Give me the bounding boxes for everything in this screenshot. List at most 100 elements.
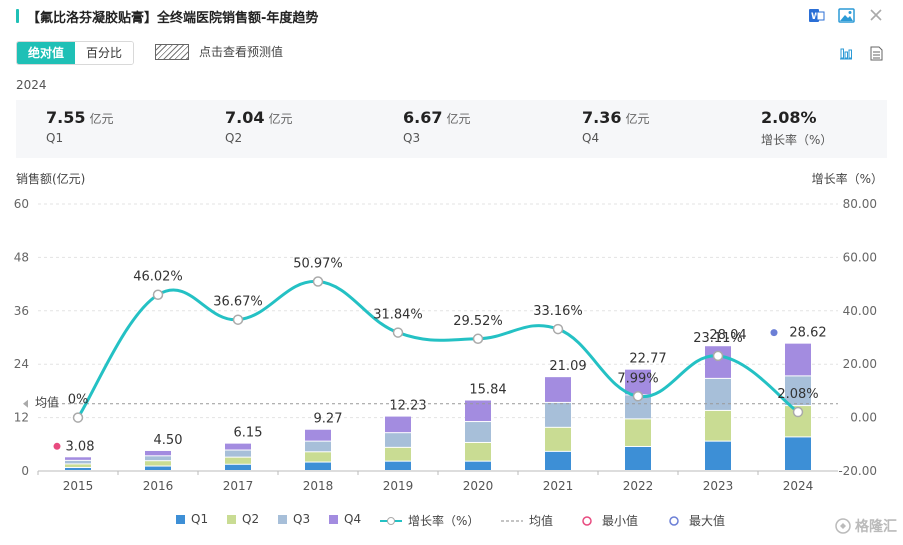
legend-swatch: [176, 514, 185, 524]
image-export-icon[interactable]: [837, 6, 855, 24]
chart-plot: 0 12 24 36 48 60 -20.00 0.00 20.00 40.00 60.00 80.0…: [14, 197, 877, 493]
summary-label: Q2: [225, 131, 243, 145]
legend-label: Q2: [242, 512, 260, 526]
bar-segment-q3: [545, 402, 571, 427]
forecast-label: 点击查看预测值: [199, 45, 284, 59]
y-tick-label: 48: [14, 250, 29, 264]
legend-label: 均值: [529, 514, 554, 528]
bar-total-label: 28.04: [709, 328, 746, 343]
growth-rate-point: [312, 276, 324, 287]
bar-segment-q3: [145, 456, 171, 461]
summary-card-q3: 6.67 亿元 Q3: [403, 108, 471, 145]
growth-rate-label: 46.02%: [133, 270, 183, 285]
bar-segment-q2: [225, 457, 251, 464]
header-icons: W: [807, 6, 885, 24]
bar-segment-q3: [225, 450, 251, 457]
min-marker: [53, 442, 61, 450]
summary-value: 6.67: [403, 108, 443, 127]
word-export-icon[interactable]: W: [807, 6, 825, 24]
legend-swatch: [278, 514, 287, 524]
legend-max-swatch: [669, 515, 679, 526]
legend-item-growth[interactable]: 增长率（%）: [380, 512, 479, 529]
growth-rate-point: [792, 406, 804, 418]
title-bar: 【氟比洛芬凝胶贴膏】全终端医院销售额-年度趋势 W: [0, 0, 903, 34]
close-icon[interactable]: [867, 6, 885, 24]
y2-tick-label: 40.00: [843, 304, 877, 318]
growth-rate-point: [392, 327, 404, 338]
y2-tick-label: -20.00: [838, 464, 877, 478]
x-tick-label: 2024: [783, 479, 814, 493]
legend-line-swatch: [380, 516, 402, 525]
bar-segment-q3: [385, 433, 411, 447]
watermark-text: 格隆汇: [855, 519, 897, 535]
legend-item-q4[interactable]: Q4: [329, 512, 361, 526]
y2-tick-label: 0.00: [850, 411, 877, 425]
legend-item-average[interactable]: 均值: [501, 512, 553, 529]
growth-rate-label: 7.99%: [617, 371, 658, 386]
legend-item-min[interactable]: 最小值: [578, 512, 638, 529]
growth-rate-label: 23.11%: [693, 331, 743, 346]
x-tick-label: 2017: [223, 479, 254, 493]
y2-tick-label: 20.00: [843, 357, 877, 371]
table-icon[interactable]: [867, 44, 885, 62]
bar-segment-q4: [385, 416, 411, 433]
bar-segment-q1: [625, 446, 651, 470]
bar-segment-q2: [545, 427, 571, 451]
x-tick-label: 2015: [63, 479, 94, 493]
forecast-hatch-swatch: [155, 43, 189, 60]
x-tick-label: 2018: [303, 479, 334, 493]
growth-rate-label: 0%: [68, 393, 89, 408]
summary-unit: 亿元: [625, 112, 650, 126]
bar-segment-q1: [545, 451, 571, 470]
bar-segment-q4: [625, 369, 651, 395]
bar-segment-q4: [305, 429, 331, 441]
bar-segment-q2: [145, 461, 171, 466]
legend-label: Q1: [191, 512, 209, 526]
bar-segment-q4: [785, 343, 811, 376]
summary-label: Q1: [46, 131, 64, 145]
bar-total-label: 12.23: [389, 399, 426, 414]
summary-label: 增长率（%）: [761, 133, 833, 147]
bar-total-label: 9.27: [314, 412, 343, 427]
x-tick-label: 2016: [143, 479, 174, 493]
summary-label: Q4: [582, 131, 600, 145]
legend-item-q1[interactable]: Q1: [176, 512, 208, 526]
percentage-button[interactable]: 百分比: [75, 42, 134, 64]
growth-rate-point: [552, 323, 564, 335]
bar-segment-q1: [385, 461, 411, 470]
summary-card-growth: 2.08% 增长率（%）: [761, 108, 832, 148]
summary-card-q4: 7.36 亿元 Q4: [582, 108, 650, 145]
y-tick-label: 12: [14, 411, 29, 425]
bar-segment-q3: [705, 378, 731, 410]
y-axis-title: 销售额(亿元): [16, 172, 86, 186]
x-tick-label: 2020: [463, 479, 494, 493]
growth-rate-point: [152, 289, 164, 300]
summary-value: 7.36: [582, 108, 622, 127]
legend-item-q2[interactable]: Q2: [227, 512, 259, 526]
watermark: 格隆汇: [835, 516, 897, 536]
y2-tick-label: 80.00: [843, 197, 877, 211]
forecast-toggle[interactable]: 点击查看预测值: [155, 43, 283, 60]
bar-segment-q1: [225, 464, 251, 470]
growth-rate-point: [472, 333, 484, 345]
growth-rate-label: 33.16%: [533, 304, 583, 319]
summary-label: Q3: [403, 131, 421, 145]
summary-panel: 7.55 亿元 Q1 7.04 亿元 Q2 6.67 亿元 Q3 7.36 亿元 Q4 …: [16, 100, 887, 158]
bar-segment-q2: [625, 419, 651, 446]
bar-segment-q4: [145, 450, 171, 456]
max-marker: [770, 329, 778, 337]
absolute-value-button[interactable]: 绝对值: [17, 42, 76, 64]
bar-segment-q2: [465, 442, 491, 461]
bar-segment-q3: [465, 422, 491, 442]
svg-text:W: W: [811, 12, 821, 22]
y2-tick-label: 60.00: [843, 250, 877, 264]
bar-chart-icon[interactable]: [837, 44, 855, 62]
x-tick-label: 2022: [623, 479, 654, 493]
bar-segment-q1: [465, 461, 491, 470]
legend-item-max[interactable]: 最大值: [665, 512, 725, 529]
legend-item-q3[interactable]: Q3: [278, 512, 310, 526]
summary-value: 2.08%: [761, 108, 817, 127]
growth-rate-point: [712, 350, 724, 362]
legend-label: 增长率（%）: [408, 514, 480, 528]
x-tick-label: 2023: [703, 479, 734, 493]
